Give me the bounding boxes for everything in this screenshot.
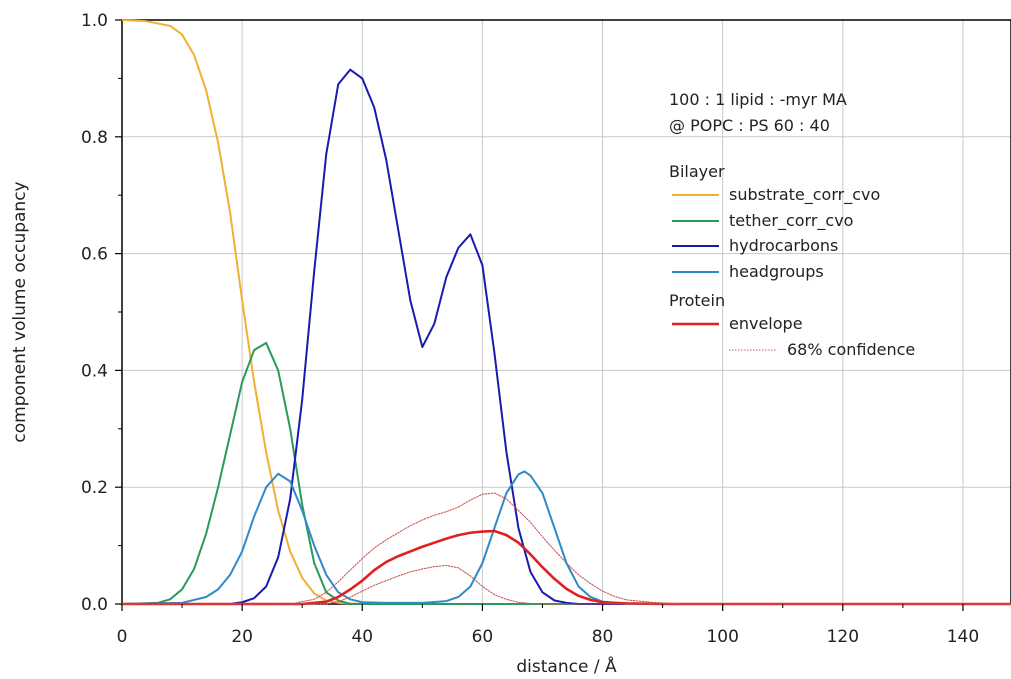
y-tick-label: 0.6 xyxy=(81,245,108,265)
x-tick-label: 80 xyxy=(592,627,614,647)
x-tick-label: 60 xyxy=(472,627,494,647)
series-headgroups-line xyxy=(121,470,1011,605)
plot-frame xyxy=(121,19,1011,605)
x-tick-label: 0 xyxy=(117,627,128,647)
legend-header-bilayer: Bilayer xyxy=(669,162,725,181)
x-tick-label: 20 xyxy=(231,627,253,647)
x-tick-label: 140 xyxy=(947,627,979,647)
legend-label: headgroups xyxy=(729,262,824,281)
series-envelope-line xyxy=(120,529,1011,606)
series-68-confidence-lower--line xyxy=(121,564,1011,605)
y-tick-label: 0.0 xyxy=(81,595,108,615)
annotation: 100 : 1 lipid : -myr MA @ POPC : PS 60 :… xyxy=(669,90,847,135)
legend-label: envelope xyxy=(729,314,803,333)
axes: 0 20 40 60 80 100 120 140 0.0 0.2 0.4 0.6 0.8 1.0 xyxy=(81,11,979,647)
x-axis-title: distance / Å xyxy=(516,655,617,677)
y-axis-title: component volume occupancy xyxy=(10,181,30,442)
legend-label: substrate_corr_cvo xyxy=(729,185,880,205)
y-tick-label: 0.8 xyxy=(81,128,108,148)
grid xyxy=(121,19,1011,605)
legend-label: 68% confidence xyxy=(787,340,915,359)
legend: Bilayer substrate_corr_cvo tether_corr_c… xyxy=(669,162,915,359)
x-tick-label: 100 xyxy=(706,627,738,647)
y-tick-label: 0.4 xyxy=(81,361,108,381)
annotation-line: 100 : 1 lipid : -myr MA xyxy=(669,90,847,109)
y-tick-label: 1.0 xyxy=(81,11,108,31)
series-substrate-corr-cvo-line xyxy=(121,19,1011,605)
legend-header-protein: Protein xyxy=(669,291,725,310)
x-tick-label: 120 xyxy=(827,627,859,647)
y-tick-label: 0.2 xyxy=(81,478,108,498)
series-68-confidence-upper--line xyxy=(121,492,1011,605)
x-tick-label: 40 xyxy=(351,627,373,647)
series-hydrocarbons-line xyxy=(121,68,1011,605)
annotation-line: @ POPC : PS 60 : 40 xyxy=(669,116,830,135)
legend-label: hydrocarbons xyxy=(729,236,838,255)
legend-label: tether_corr_cvo xyxy=(729,211,853,231)
series-layer xyxy=(120,19,1011,606)
